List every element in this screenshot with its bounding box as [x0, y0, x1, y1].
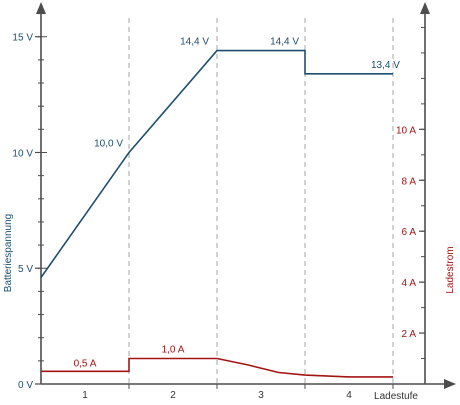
voltage-value-label: 14,4 V [270, 37, 299, 48]
stage-dividers [128, 18, 394, 384]
right-tick-label: 10 A [396, 125, 416, 136]
x-axis-arrow [444, 379, 456, 389]
voltage-value-label: 14,4 V [180, 37, 209, 48]
current-value-label: 0,5 A [74, 358, 97, 369]
left-y-axis-arrow [36, 2, 46, 14]
left-axis-ticks: 0 V 5 V 10 V 15 V [12, 13, 47, 391]
left-y-axis-label: Batteriespannung [3, 214, 14, 292]
left-tick-label: 15 V [12, 33, 33, 44]
stage-label-1: 1 [82, 390, 88, 401]
series-lines [40, 49, 393, 378]
right-axis-ticks: 2 A 4 A 6 A 8 A 10 A [396, 26, 425, 360]
current-line [41, 357, 393, 378]
left-tick-label: 10 V [12, 148, 33, 159]
left-tick-label: 5 V [18, 264, 33, 275]
stage-label-3: 3 [258, 390, 264, 401]
current-value-label: 1,0 A [162, 345, 185, 356]
right-tick-label: 4 A [402, 278, 417, 289]
right-tick-label: 8 A [402, 176, 417, 187]
right-y-axis-arrow [420, 2, 430, 14]
x-axis-label: Ladestufe [374, 391, 418, 402]
voltage-line [40, 49, 393, 278]
right-y-axis-label: Ladestrom [445, 246, 456, 293]
annotations: 10,0 V 14,4 V 14,4 V 13,4 V 0,5 A 1,0 A [74, 37, 401, 370]
voltage-value-label: 13,4 V [371, 60, 400, 71]
voltage-value-label: 10,0 V [94, 138, 123, 149]
right-tick-label: 2 A [402, 329, 417, 340]
left-tick-label: 0 V [18, 380, 33, 391]
stage-label-4: 4 [346, 390, 352, 401]
right-tick-label: 6 A [402, 227, 417, 238]
stage-label-2: 2 [170, 390, 176, 401]
stage-labels: 1 2 3 4 [82, 384, 394, 401]
